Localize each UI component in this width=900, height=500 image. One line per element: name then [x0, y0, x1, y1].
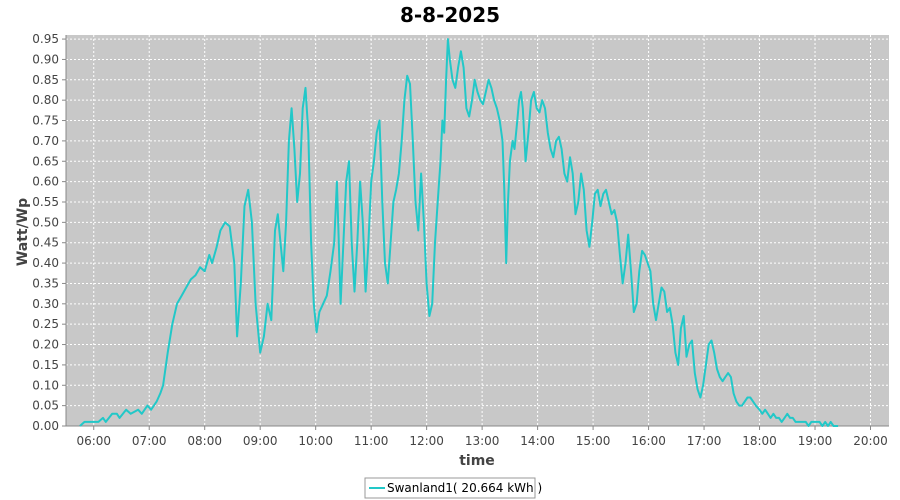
y-tick-label: 0.90 [32, 52, 59, 66]
x-tick-label: 18:00 [742, 434, 777, 448]
x-axis-label: time [459, 453, 495, 469]
x-tick-label: 12:00 [409, 434, 444, 448]
grid [66, 35, 889, 427]
y-tick-label: 0.45 [32, 236, 59, 250]
y-tick-label: 0.40 [32, 256, 59, 270]
y-tick-label: 0.60 [32, 175, 59, 189]
y-axis-label: Watt/Wp [15, 198, 31, 266]
y-tick-label: 0.70 [32, 134, 59, 148]
y-tick-label: 0.25 [32, 317, 59, 331]
x-tick-label: 11:00 [354, 434, 389, 448]
x-tick-label: 14:00 [520, 434, 555, 448]
y-tick-label: 0.35 [32, 276, 59, 290]
x-tick-label: 20:00 [853, 434, 888, 448]
x-tick-label: 13:00 [465, 434, 500, 448]
y-tick-label: 0.50 [32, 215, 59, 229]
y-tick-label: 0.15 [32, 358, 59, 372]
x-axis: 06:00 07:00 08:00 09:00 10:00 11:00 12:00 13:00… [66, 425, 889, 448]
y-tick-label: 0.00 [32, 419, 59, 433]
y-tick-label: 0.55 [32, 195, 59, 209]
x-tick-label: 09:00 [243, 434, 278, 448]
y-tick-label: 0.65 [32, 154, 59, 168]
y-tick-label: 0.30 [32, 297, 59, 311]
y-tick-label: 0.85 [32, 73, 59, 87]
x-tick-label: 07:00 [132, 434, 167, 448]
x-tick-label: 15:00 [576, 434, 611, 448]
legend-box [364, 477, 536, 499]
x-tick-label: 16:00 [631, 434, 666, 448]
y-tick-label: 0.10 [32, 378, 59, 392]
chart-title: 8-8-2025 [400, 3, 500, 27]
series-line [79, 38, 839, 427]
x-tick-label: 10:00 [298, 434, 333, 448]
legend-series-name: Swanland1( 20.664 kWh ) [387, 481, 542, 495]
x-tick-label: 06:00 [76, 434, 111, 448]
x-tick-label: 17:00 [687, 434, 722, 448]
y-tick-label: 0.95 [32, 32, 59, 46]
y-tick-label: 0.75 [32, 114, 59, 128]
legend: Swanland1( 20.664 kWh ) [364, 477, 542, 499]
x-tick-label: 19:00 [798, 434, 833, 448]
y-axis: 0.00 0.05 0.10 0.15 0.20 0.25 0.30 0.35 0.40 0.45… [32, 32, 67, 433]
y-tick-label: 0.20 [32, 338, 59, 352]
y-tick-label: 0.80 [32, 93, 59, 107]
x-tick-label: 08:00 [187, 434, 222, 448]
y-tick-label: 0.05 [32, 399, 59, 413]
